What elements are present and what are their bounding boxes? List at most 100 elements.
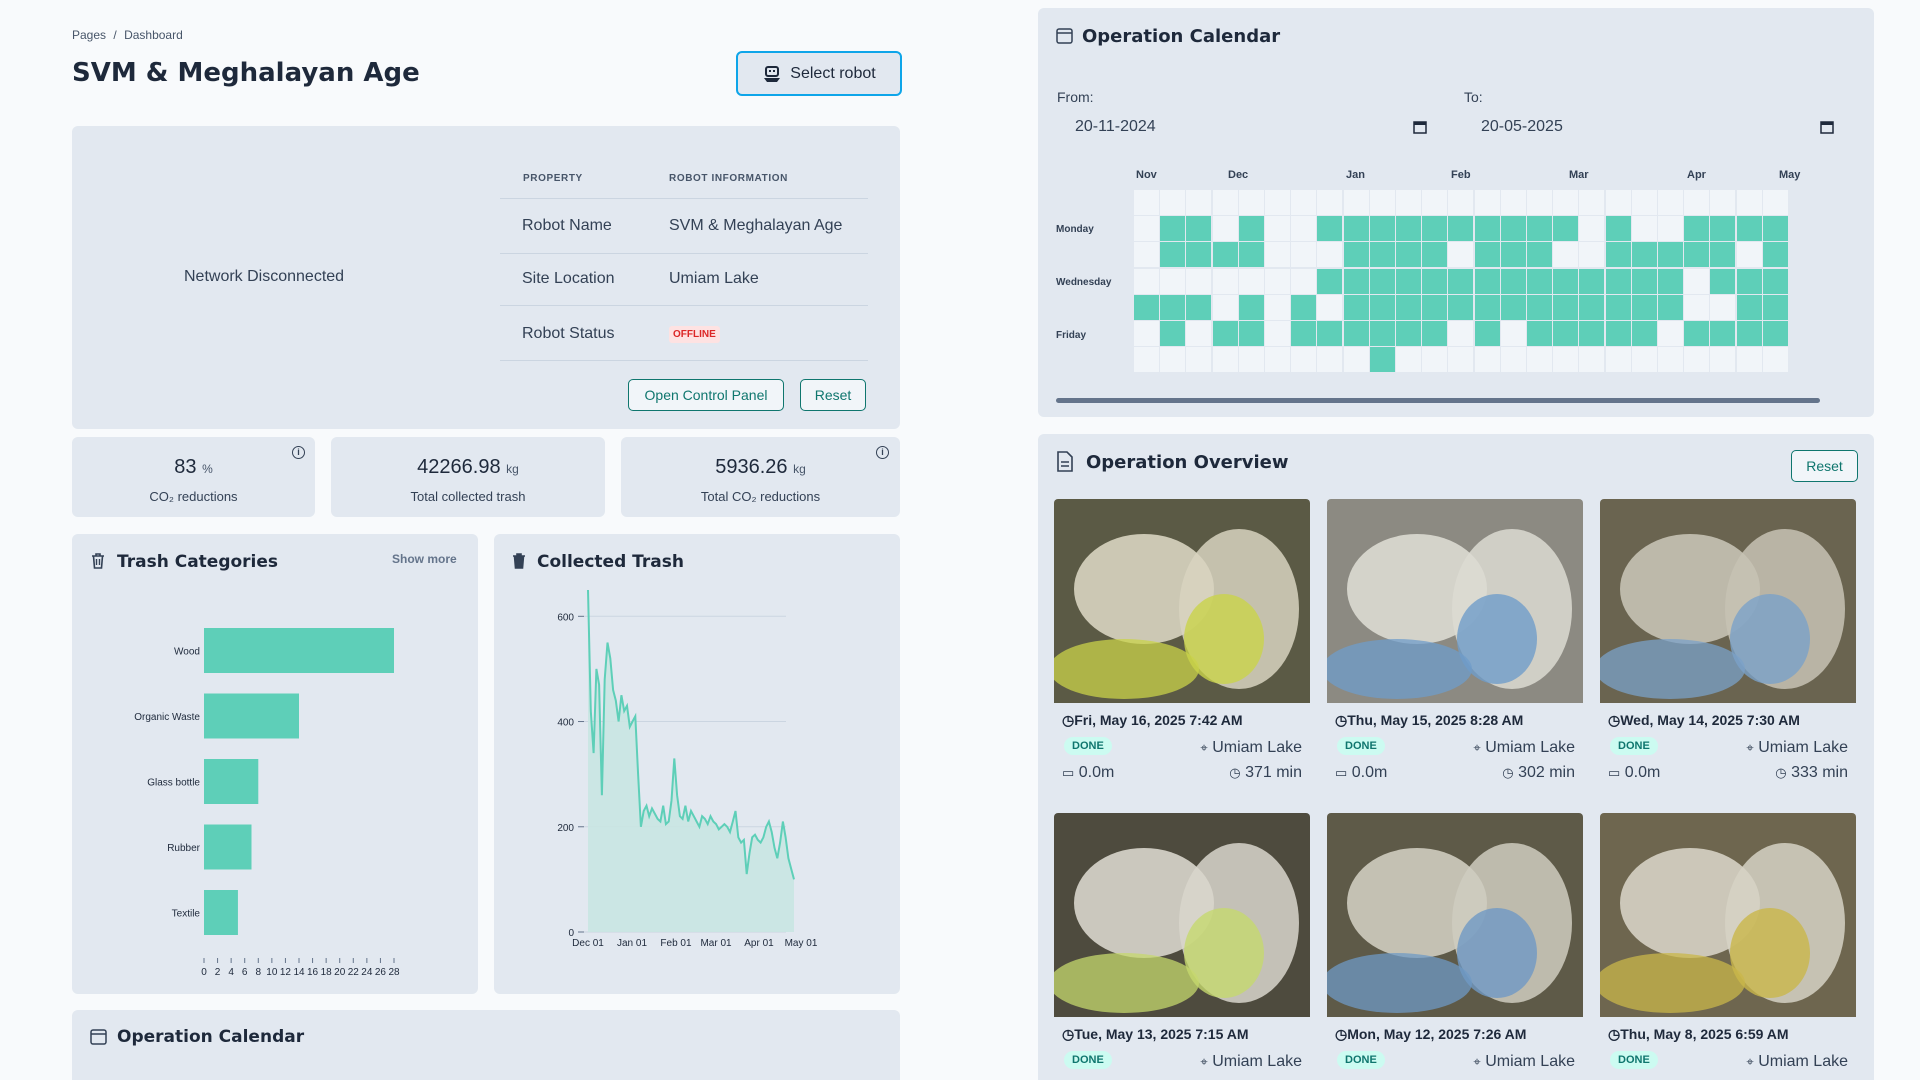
calendar-day-empty[interactable] (1684, 294, 1710, 320)
calendar-day-active[interactable] (1396, 321, 1421, 346)
operation-photo[interactable] (1054, 499, 1310, 703)
calendar-day-empty[interactable] (1579, 242, 1605, 268)
calendar-day-empty[interactable] (1658, 321, 1683, 346)
calendar-day-active[interactable] (1396, 216, 1421, 242)
calendar-day-empty[interactable] (1631, 190, 1657, 215)
calendar-day-empty[interactable] (1212, 294, 1238, 320)
calendar-day-active[interactable] (1631, 268, 1657, 294)
calendar-day-active[interactable] (1553, 268, 1579, 294)
calendar-day-empty[interactable] (1134, 347, 1159, 373)
calendar-day-empty[interactable] (1527, 190, 1552, 215)
calendar-day-active[interactable] (1422, 242, 1448, 268)
calendar-day-active[interactable] (1684, 242, 1710, 268)
breadcrumb-root[interactable]: Pages (72, 28, 107, 42)
calendar-day-empty[interactable] (1186, 268, 1212, 294)
calendar-day-empty[interactable] (1238, 268, 1264, 294)
calendar-day-empty[interactable] (1160, 190, 1186, 215)
calendar-day-active[interactable] (1527, 216, 1552, 242)
calendar-day-empty[interactable] (1658, 190, 1683, 215)
calendar-day-active[interactable] (1160, 216, 1186, 242)
calendar-day-active[interactable] (1317, 216, 1343, 242)
calendar-day-empty[interactable] (1343, 347, 1369, 373)
calendar-day-active[interactable] (1579, 268, 1605, 294)
operation-photo[interactable] (1327, 813, 1583, 1017)
calendar-day-active[interactable] (1186, 242, 1212, 268)
calendar-day-empty[interactable] (1658, 347, 1683, 373)
calendar-day-empty[interactable] (1579, 190, 1605, 215)
calendar-day-empty[interactable] (1736, 242, 1762, 268)
calendar-day-active[interactable] (1710, 216, 1736, 242)
calendar-day-empty[interactable] (1369, 190, 1395, 215)
calendar-day-active[interactable] (1212, 242, 1238, 268)
calendar-day-empty[interactable] (1317, 294, 1343, 320)
calendar-day-empty[interactable] (1134, 216, 1159, 242)
calendar-day-empty[interactable] (1474, 190, 1500, 215)
calendar-day-active[interactable] (1369, 347, 1395, 373)
calendar-day-empty[interactable] (1212, 190, 1238, 215)
calendar-day-active[interactable] (1500, 216, 1526, 242)
calendar-day-active[interactable] (1710, 268, 1736, 294)
calendar-day-active[interactable] (1422, 294, 1448, 320)
calendar-day-empty[interactable] (1186, 321, 1212, 346)
calendar-day-empty[interactable] (1684, 347, 1710, 373)
open-control-panel-button[interactable]: Open Control Panel (628, 379, 784, 411)
calendar-day-empty[interactable] (1186, 347, 1212, 373)
calendar-day-empty[interactable] (1422, 190, 1448, 215)
calendar-day-empty[interactable] (1134, 268, 1159, 294)
calendar-day-active[interactable] (1527, 242, 1552, 268)
calendar-day-active[interactable] (1396, 268, 1421, 294)
operation-card[interactable]: ◷Thu, May 15, 2025 8:28 AM DONE ⌖ Umiam La… (1327, 499, 1583, 794)
calendar-day-active[interactable] (1369, 294, 1395, 320)
calendar-day-empty[interactable] (1212, 347, 1238, 373)
calendar-day-active[interactable] (1553, 321, 1579, 346)
bar[interactable] (204, 890, 238, 935)
calendar-day-active[interactable] (1474, 294, 1500, 320)
calendar-day-active[interactable] (1710, 242, 1736, 268)
calendar-day-empty[interactable] (1134, 321, 1159, 346)
calendar-day-active[interactable] (1736, 216, 1762, 242)
calendar-day-active[interactable] (1238, 321, 1264, 346)
calendar-day-empty[interactable] (1422, 347, 1448, 373)
operation-card[interactable]: ◷Mon, May 12, 2025 7:26 AM DONE ⌖ Umiam La… (1327, 813, 1583, 1080)
calendar-day-empty[interactable] (1160, 268, 1186, 294)
calendar-day-active[interactable] (1160, 242, 1186, 268)
calendar-day-active[interactable] (1631, 321, 1657, 346)
calendar-day-empty[interactable] (1317, 347, 1343, 373)
calendar-day-active[interactable] (1527, 294, 1552, 320)
calendar-day-empty[interactable] (1396, 190, 1421, 215)
select-robot-button[interactable]: Select robot (736, 51, 902, 96)
show-more-link[interactable]: Show more (392, 552, 457, 566)
calendar-day-empty[interactable] (1291, 268, 1317, 294)
calendar-day-active[interactable] (1762, 321, 1788, 346)
calendar-day-empty[interactable] (1553, 190, 1579, 215)
calendar-day-active[interactable] (1448, 294, 1474, 320)
calendar-day-empty[interactable] (1710, 347, 1736, 373)
calendar-day-empty[interactable] (1265, 216, 1290, 242)
calendar-day-active[interactable] (1684, 321, 1710, 346)
calendar-day-active[interactable] (1369, 268, 1395, 294)
calendar-day-empty[interactable] (1238, 347, 1264, 373)
calendar-day-active[interactable] (1500, 294, 1526, 320)
calendar-day-active[interactable] (1605, 294, 1631, 320)
calendar-day-empty[interactable] (1684, 268, 1710, 294)
calendar-day-empty[interactable] (1448, 321, 1474, 346)
calendar-day-empty[interactable] (1658, 216, 1683, 242)
operation-photo[interactable] (1600, 813, 1856, 1017)
operation-card[interactable]: ◷Wed, May 14, 2025 7:30 AM DONE ⌖ Umiam La… (1600, 499, 1856, 794)
calendar-day-empty[interactable] (1605, 347, 1631, 373)
calendar-day-empty[interactable] (1500, 190, 1526, 215)
calendar-day-empty[interactable] (1762, 190, 1788, 215)
overview-reset-button[interactable]: Reset (1791, 450, 1858, 482)
calendar-day-active[interactable] (1186, 216, 1212, 242)
calendar-day-active[interactable] (1343, 294, 1369, 320)
calendar-day-active[interactable] (1212, 321, 1238, 346)
calendar-day-active[interactable] (1343, 268, 1369, 294)
bar[interactable] (204, 693, 299, 739)
calendar-day-active[interactable] (1369, 242, 1395, 268)
calendar-day-active[interactable] (1134, 294, 1159, 320)
calendar-day-empty[interactable] (1212, 268, 1238, 294)
bar[interactable] (204, 628, 394, 673)
calendar-day-empty[interactable] (1186, 190, 1212, 215)
bar[interactable] (204, 759, 259, 804)
horizontal-scrollbar[interactable] (1056, 398, 1820, 403)
